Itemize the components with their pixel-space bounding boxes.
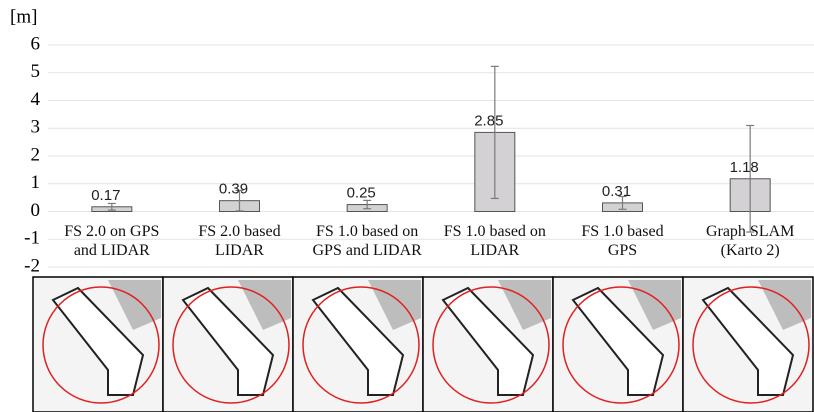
- y-tick-label: -2: [24, 255, 40, 276]
- y-tick-label: 2: [31, 144, 41, 165]
- x-tick-label: Graph SLAM (Karto 2): [680, 222, 814, 260]
- value-label: 0.25: [347, 185, 376, 202]
- y-tick-label: -1: [24, 228, 40, 249]
- value-label: 2.85: [474, 112, 503, 129]
- x-tick-label: FS 2.0 based LIDAR: [170, 222, 310, 260]
- x-tick-label: FS 2.0 on GPS and LIDAR: [42, 222, 182, 260]
- chart: [m] -2 -1 0 1 2 3 4 5 6 0.17 0.39 0.25 2.85 0.31 1.18: [0, 0, 814, 412]
- x-tick-label: FS 1.0 based on LIDAR: [425, 222, 565, 260]
- y-axis-label: [m]: [10, 6, 37, 27]
- y-tick-label: 0: [31, 200, 41, 221]
- y-tick-label: 5: [31, 61, 41, 82]
- value-label: 0.17: [91, 187, 120, 204]
- y-tick-label: 3: [31, 117, 41, 138]
- x-tick-label: FS 1.0 based on GPS and LIDAR: [297, 222, 437, 260]
- page: [m] -2-101234560.170.390.252.850.311.18 …: [0, 0, 814, 412]
- value-label: 0.39: [219, 181, 248, 198]
- y-tick-label: 1: [31, 172, 41, 193]
- y-tick-label: 4: [31, 89, 41, 110]
- value-label: 0.31: [602, 183, 631, 200]
- value-label: 1.18: [730, 159, 759, 176]
- x-tick-label: FS 1.0 based GPS: [553, 222, 693, 260]
- y-tick-label: 6: [31, 33, 41, 54]
